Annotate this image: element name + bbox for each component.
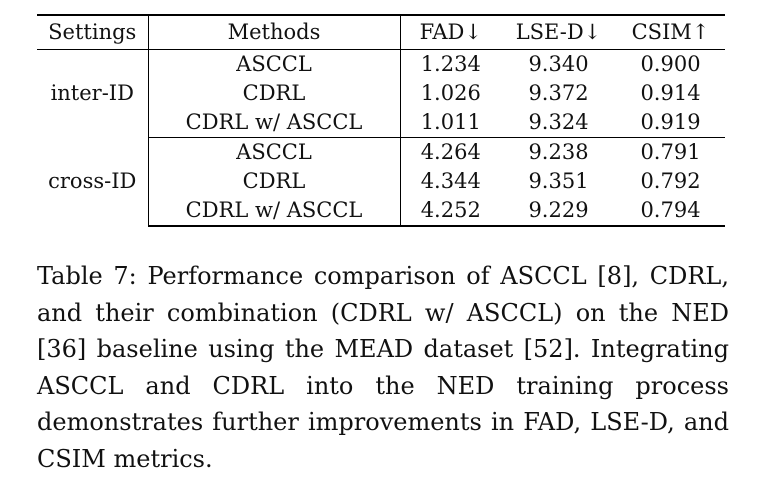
results-table: Settings Methods FAD↓ LSE-D↓ CSIM↑ inter…	[37, 14, 725, 227]
group-cross-id: cross-ID ASCCL 4.264 9.238 0.791 CDRL 4.…	[37, 137, 725, 227]
group-inter-id: inter-ID ASCCL 1.234 9.340 0.900 CDRL 1.…	[37, 49, 725, 138]
fad-cell: 1.026	[420, 80, 481, 105]
fad-cell: 1.011	[400, 107, 501, 138]
method-cell: CDRL w/ ASCCL	[148, 195, 401, 227]
csim-cell: 0.792	[640, 168, 701, 193]
table-row: CDRL w/ ASCCL 4.252 9.229 0.794	[37, 195, 725, 227]
table-header: Settings Methods FAD↓ LSE-D↓ CSIM↑	[37, 14, 725, 50]
csim-cell: 0.919	[616, 107, 725, 138]
setting-cell: inter-ID	[37, 49, 149, 137]
csim-cell: 0.900	[640, 51, 701, 76]
csim-cell: 0.914	[640, 80, 701, 105]
header-settings: Settings	[37, 14, 149, 50]
lse-d-cell: 9.238	[528, 139, 589, 164]
header-lse-d: LSE-D↓	[501, 14, 616, 50]
header-methods: Methods	[148, 14, 401, 50]
setting-cell: cross-ID	[37, 137, 149, 226]
fad-cell: 1.234	[420, 51, 481, 76]
fad-cell: 4.252	[400, 195, 501, 227]
lse-d-cell: 9.340	[528, 51, 589, 76]
table-row: cross-ID ASCCL 4.264 9.238 0.791	[37, 137, 725, 226]
method-cell: ASCCL	[148, 137, 401, 167]
method-cell: CDRL w/ ASCCL	[148, 107, 401, 138]
method-cell: ASCCL	[148, 49, 401, 79]
method-cell: CDRL	[148, 78, 401, 108]
table-row: inter-ID ASCCL 1.234 9.340 0.900	[37, 49, 725, 137]
csim-cell: 0.791	[640, 139, 701, 164]
csim-cell: 0.794	[616, 195, 725, 227]
method-cell: CDRL	[148, 166, 401, 196]
table-row: CDRL 4.344 9.351 0.792	[37, 166, 725, 196]
table-row: CDRL 1.026 9.372 0.914	[37, 78, 725, 108]
lse-d-cell: 9.351	[528, 168, 589, 193]
lse-d-cell: 9.324	[501, 107, 616, 138]
lse-d-cell: 9.229	[501, 195, 616, 227]
lse-d-cell: 9.372	[528, 80, 589, 105]
header-csim: CSIM↑	[616, 14, 725, 50]
table-row: CDRL w/ ASCCL 1.011 9.324 0.919	[37, 107, 725, 138]
header-fad: FAD↓	[400, 14, 501, 50]
table-caption: Table 7: Performance comparison of ASCCL…	[37, 262, 729, 473]
fad-cell: 4.344	[420, 168, 481, 193]
fad-cell: 4.264	[420, 139, 481, 164]
